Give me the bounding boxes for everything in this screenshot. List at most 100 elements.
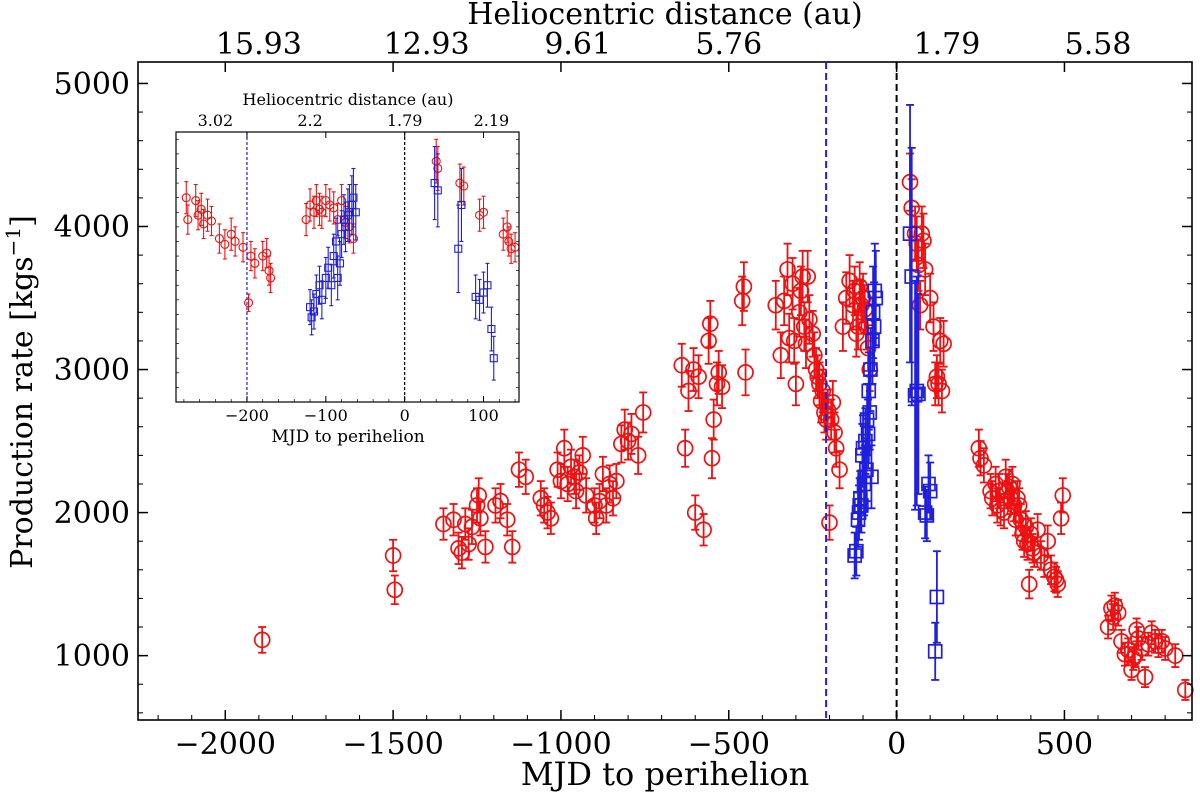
circle-marker (435, 515, 452, 533)
data-point (629, 435, 647, 475)
data-point (607, 463, 625, 500)
circle-marker (314, 204, 325, 214)
data-point (735, 261, 753, 312)
x-tick-label: 0 (400, 406, 410, 425)
data-point (435, 507, 452, 541)
series-circles (253, 152, 1194, 701)
data-point (909, 275, 925, 507)
data-point (1049, 570, 1067, 598)
data-point (690, 354, 707, 400)
circle-marker (386, 581, 404, 599)
data-point (586, 487, 603, 524)
data-point (907, 279, 923, 511)
circle-marker (1039, 532, 1057, 550)
top-tick-label: 15.93 (216, 27, 302, 62)
circle-marker (243, 298, 254, 308)
circle-marker (542, 509, 560, 527)
data-point (230, 226, 240, 257)
x-tick-label: −1000 (510, 727, 611, 762)
y-tick-label: 3000 (54, 353, 130, 388)
circle-marker (673, 356, 691, 374)
data-point (1109, 598, 1127, 627)
circle-marker (337, 196, 347, 206)
data-point (831, 450, 848, 490)
data-point (1052, 501, 1070, 535)
data-point (673, 342, 691, 388)
y-label-text: Production rate [kgs (5, 256, 40, 569)
square-marker (349, 193, 358, 202)
square-marker (487, 324, 496, 334)
x-tick-label: −200 (225, 406, 269, 425)
circle-marker (517, 468, 535, 486)
circle-marker (384, 547, 402, 564)
data-point (703, 437, 721, 480)
y-label-exponent: −1 (1, 227, 25, 256)
top-tick-label: 5.76 (695, 27, 762, 62)
square-marker (927, 643, 943, 659)
circle-marker (804, 325, 822, 343)
data-point (1176, 679, 1194, 701)
data-point (307, 299, 316, 336)
data-point (459, 166, 469, 206)
circle-marker (470, 487, 488, 504)
data-point (549, 451, 566, 488)
data-point (489, 335, 498, 381)
x-tick-label: −1500 (342, 727, 443, 762)
circle-marker (567, 482, 585, 500)
data-point (555, 428, 573, 468)
x-tick-label: −500 (688, 727, 770, 762)
y-label-end: ] (5, 215, 40, 227)
y-tick-label: 5000 (54, 67, 130, 102)
circle-marker (571, 464, 588, 481)
data-point (487, 487, 504, 524)
circle-marker (913, 225, 931, 243)
square-marker (865, 304, 881, 320)
circle-marker (1104, 608, 1122, 626)
x-tick-label: 0 (887, 727, 906, 762)
circle-marker (492, 492, 509, 510)
circle-marker (799, 268, 817, 285)
data-point (799, 249, 817, 304)
circle-marker (478, 207, 489, 217)
square-marker (848, 543, 864, 559)
data-point (220, 229, 230, 260)
data-point (821, 504, 838, 541)
circle-marker (472, 509, 489, 527)
data-point (445, 503, 462, 537)
inset-x-axis-label: MJD to perihelion (271, 427, 424, 447)
circle-marker (262, 248, 272, 258)
circle-marker (695, 521, 712, 539)
circle-marker (586, 497, 603, 514)
square-marker (309, 307, 319, 316)
square-marker (489, 354, 498, 363)
data-point (929, 550, 945, 644)
data-point (826, 411, 843, 454)
data-point (1166, 643, 1184, 668)
data-point (1039, 524, 1057, 558)
circle-marker (477, 538, 494, 556)
data-point (822, 398, 840, 441)
square-marker (457, 200, 466, 210)
data-point (911, 292, 926, 495)
data-point (574, 435, 592, 475)
circle-marker (1009, 489, 1026, 507)
data-point (837, 271, 855, 325)
data-point (787, 361, 805, 407)
data-point (847, 531, 863, 580)
y-tick-label: 2000 (54, 496, 130, 531)
top-tick-label: 2.2 (297, 111, 322, 130)
data-point (695, 513, 712, 547)
data-point (477, 530, 494, 564)
circle-marker (975, 457, 993, 474)
circle-marker (841, 272, 858, 290)
circle-marker (450, 539, 467, 557)
circle-marker (1099, 618, 1117, 636)
series-squares (305, 146, 498, 381)
square-marker (454, 244, 463, 253)
circle-marker (555, 439, 573, 457)
data-point (700, 317, 717, 365)
data-point (767, 279, 785, 331)
circle-marker (460, 535, 477, 553)
square-marker (919, 508, 935, 523)
